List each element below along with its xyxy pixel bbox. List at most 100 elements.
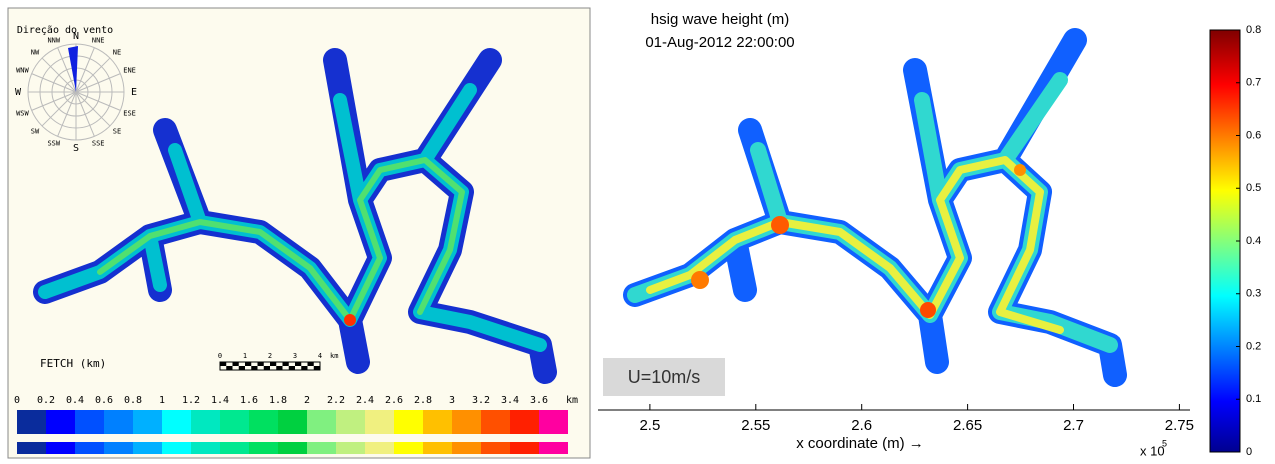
rose-label: NNW [47,36,60,44]
scale-cell [220,362,227,366]
scale-cell [232,362,239,366]
rose-spoke [41,91,77,127]
legend-tick-label: 3.6 [530,395,548,406]
colorbar-tick-label: 0 [1246,446,1252,458]
scale-cell [307,362,314,366]
fetch-legend: 0 0.2 0.4 0.6 0.8 1 1.2 1.4 1.6 1.8 2 2.2 2.4 2.6 2.8 3… [14,395,578,454]
annotation-box [603,358,725,396]
rose-label: ESE [123,109,136,117]
legend-swatch [75,442,104,454]
colorbar-tick-label: 0.7 [1246,77,1261,89]
rose-label: SW [31,128,40,136]
scale-cell [295,362,302,366]
legend-swatch [539,410,568,434]
scale-outline [219,361,321,371]
colorbar-tick-label: 0.4 [1246,235,1261,247]
legend-tick-label: 3 [449,395,455,406]
colorbar [1209,29,1241,453]
legend-title: FETCH (km) [40,357,106,370]
legend-tick-label: 1.8 [269,395,287,406]
colorbar-tick-label: 0.3 [1246,288,1261,300]
legend-swatch [452,442,481,454]
rose-spoke [41,57,77,93]
legend-swatch [394,442,423,454]
legend-swatch [278,410,307,434]
legend-tick-label: 1.4 [211,395,229,406]
legend-swatch [46,442,75,454]
legend-swatch [162,410,191,434]
rose-label: S [73,143,79,154]
x-exponent: 5 [1162,438,1167,448]
rose-label: NE [113,48,121,56]
legend-swatch [481,442,510,454]
legend-tick-label: 0.4 [66,395,84,406]
rose-label: NW [31,48,40,56]
rose-spoke [75,57,111,93]
x-tick-label: 2.7 [1063,417,1084,434]
legend-swatch [365,410,394,434]
colorbar-tick-label: 0.6 [1246,129,1261,141]
rose-label: N [73,31,79,42]
colorbar-tick-label: 0.8 [1246,24,1261,36]
legend-swatch [510,442,539,454]
legend-swatch [191,410,220,434]
legend-tick-label: 3.4 [501,395,519,406]
legend-tick-label: 2 [304,395,310,406]
rose-spoke [75,91,111,127]
scale-cell [276,366,283,370]
legend-swatch [336,410,365,434]
legend-swatch [278,442,307,454]
colorbar-tick-label: 0.2 [1246,340,1261,352]
colorbar-ticks: 0 0.1 0.2 0.3 0.4 0.5 0.6 0.7 0.8 [1236,24,1261,458]
legend-swatch [307,442,336,454]
scale-cell [313,366,320,370]
legend-swatch [249,410,278,434]
legend-swatch [307,410,336,434]
x-axis-label: x coordinate (m) → [796,435,924,452]
scale-cell [251,366,258,370]
scale-label: 0 [218,352,222,360]
wind-rose-title: Direção do vento [17,25,113,36]
scale-label: 4 [318,352,322,360]
x-tick-label: 2.6 [851,417,872,434]
x-tick-label: 2.5 [639,417,660,434]
x-axis-ticks: 2.5 2.55 2.6 2.65 2.7 2.75 [639,404,1194,434]
rose-spoke [75,91,95,137]
scale-unit: km [330,352,338,360]
rose-label: E [131,87,137,98]
legend-swatch [220,442,249,454]
rose-spoke [75,73,121,93]
scale-cell [282,362,289,366]
legend-swatch [423,442,452,454]
scale-cell [257,362,264,366]
legend-tick-label: 0.2 [37,395,55,406]
legend-swatch [220,410,249,434]
rose-label: WNW [16,67,29,75]
legend-swatch [481,410,510,434]
legend-swatch [133,410,162,434]
legend-swatch [423,410,452,434]
title-line: hsig wave height (m) [651,11,789,28]
legend-swatch [46,410,75,434]
annotation: U=10m/s [628,367,701,387]
x-tick-label: 2.75 [1165,417,1194,434]
legend-tick-label: 1.2 [182,395,200,406]
legend-swatch [365,442,394,454]
scale-cell [301,366,308,370]
rose-spoke [75,91,121,111]
scale-cell [270,362,277,366]
legend-swatch [510,410,539,434]
rose-label: SSW [47,140,60,148]
x-multiplier: x 10 [1140,443,1165,458]
legend-tick-label: 2.6 [385,395,403,406]
left-frame [7,7,591,459]
scale-cell [288,366,295,370]
colorbar-tick-label: 0.5 [1246,182,1261,194]
scale-cell [245,362,252,366]
rose-label: NNE [92,36,105,44]
rose-label: ENE [123,67,136,75]
colorbar-tick-label: 0.1 [1246,393,1261,405]
rose-spoke [31,91,77,111]
legend-unit: km [566,395,578,406]
rose-label: WSW [16,109,29,117]
